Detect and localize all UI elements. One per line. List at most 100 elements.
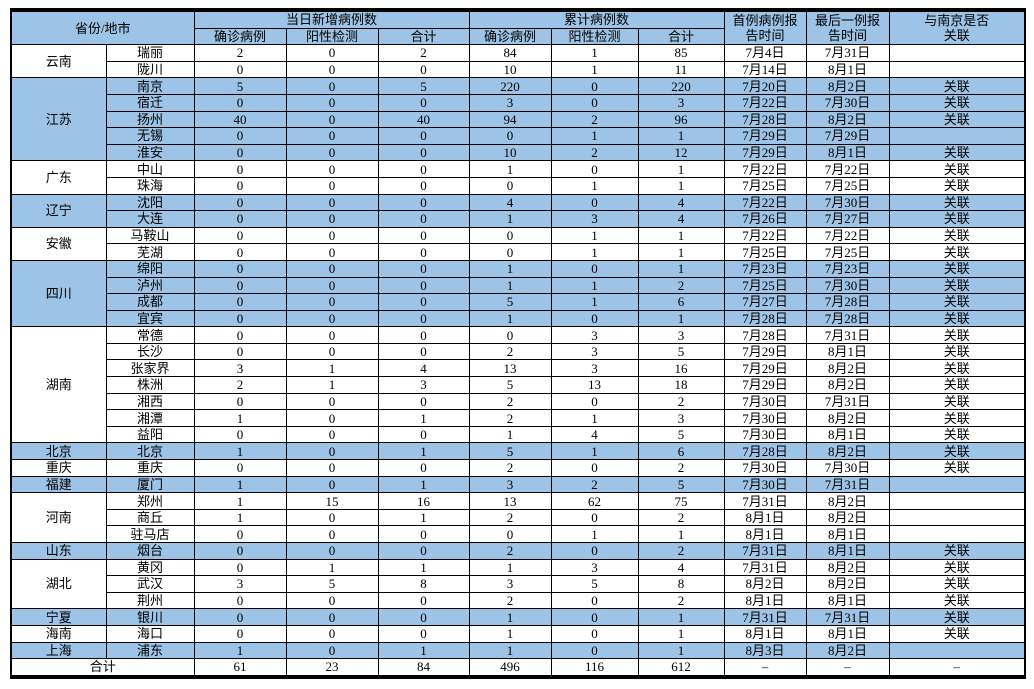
new-total-cell: 0 [377,259,470,278]
cum-confirmed-cell: 3 [468,475,552,494]
cum-positive-cell: 0 [550,392,639,411]
cum-total-cell: 1 [637,127,725,145]
cum-confirmed-cell: 1 [468,425,552,444]
new-positive-cell: 0 [285,624,379,643]
table-row: 湖南 常德 0 0 0 0 3 3 7月28日 7月31日 关联 [10,326,1026,444]
header-province-city: 省份/地市 [10,9,195,46]
cum-total-cell: 2 [637,542,725,560]
nanjing-related-cell: 关联 [888,326,1026,344]
cum-positive-cell: 1 [550,44,639,62]
new-confirmed-cell: 0 [193,342,287,361]
new-confirmed-cell: 0 [193,143,287,162]
table-row: 荆州 0 0 0 2 0 2 8月1日 8月1日 关联 [11,591,1026,610]
nanjing-related-cell [888,127,1026,145]
city-cell: 泸州 [105,276,195,295]
cum-positive-cell: 0 [550,160,639,178]
first-report-cell: 7月31日 [723,608,807,626]
first-report-cell: 7月25日 [723,243,807,261]
new-confirmed-cell: 3 [193,575,287,593]
new-confirmed-cell: 0 [193,392,287,411]
cum-positive-cell: 3 [550,326,639,344]
nanjing-related-cell [888,508,1026,527]
last-report-cell: 8月1日 [805,542,890,560]
header-daily-new-group: 当日新增病例数 [193,9,470,29]
new-positive-cell: 0 [285,60,379,79]
header-cum-confirmed: 确诊病例 [468,27,552,46]
new-positive-cell: 0 [285,641,379,660]
city-cell: 淮安 [105,143,195,162]
new-confirmed-cell: 0 [193,243,287,261]
last-report-cell: 7月31日 [805,475,890,494]
table-row: 广东 中山 0 0 0 1 0 1 7月22日 7月22日 关联 [10,160,1026,195]
new-total-cell: 0 [377,93,470,112]
cum-confirmed-cell: 1 [468,558,552,577]
first-report-cell: 7月30日 [723,409,807,427]
table-row: 湖北 黄冈 0 1 1 1 3 4 7月31日 8月2日 关联 [10,558,1026,610]
cum-positive-cell: 1 [550,176,639,195]
nanjing-related-cell: 关联 [888,591,1026,610]
new-total-cell: 1 [377,558,470,577]
nanjing-related-cell: 关联 [888,409,1026,427]
last-report-cell: 7月22日 [805,160,890,178]
city-cell: 成都 [105,293,195,311]
province-cell: 广东 [10,160,107,195]
cum-total-cell: 4 [637,558,725,577]
cum-confirmed-cell: 94 [468,110,552,129]
province-cell: 湖南 [10,326,107,444]
first-report-cell: 8月3日 [723,641,807,660]
city-cell: 银川 [105,608,195,626]
cum-positive-cell: 1 [550,60,639,79]
last-report-cell: 7月31日 [805,326,890,344]
new-positive-cell: 0 [285,127,379,145]
cum-total-cell: 6 [637,442,725,461]
city-cell: 益阳 [105,425,195,444]
province-cell: 湖北 [10,558,107,610]
nanjing-related-cell: 关联 [888,226,1026,245]
cum-positive-cell: 2 [550,110,639,129]
first-report-cell: 7月22日 [723,93,807,112]
cum-confirmed-cell: 5 [468,293,552,311]
province-cell: 安徽 [10,226,107,261]
cum-confirmed-cell: 1 [468,259,552,278]
last-report-cell: 7月27日 [805,210,890,228]
first-report-cell: 7月20日 [723,77,807,95]
new-confirmed-cell: 0 [193,276,287,295]
header-new-positive: 阳性检测 [285,27,379,46]
nanjing-related-cell [888,44,1026,62]
cum-confirmed-cell: 5 [468,376,552,394]
cum-total-cell: 1 [637,309,725,328]
table-row: 无锡 0 0 0 0 1 1 7月29日 7月29日 [11,127,1026,145]
new-positive-cell: 0 [285,326,379,344]
total-cum-positive-cell: 116 [550,658,639,678]
header-cum-positive: 阳性检测 [550,27,639,46]
new-confirmed-cell: 0 [193,226,287,245]
new-total-cell: 0 [377,342,470,361]
new-total-cell: 0 [377,525,470,543]
new-total-cell: 1 [377,475,470,494]
new-positive-cell: 0 [285,93,379,112]
new-total-cell: 0 [377,459,470,477]
last-report-cell: 7月30日 [805,193,890,212]
new-positive-cell: 0 [285,409,379,427]
city-cell: 沈阳 [105,193,195,212]
cum-positive-cell: 3 [550,558,639,577]
cum-positive-cell: 0 [550,608,639,626]
header-nanjing-related: 与南京是否 关联 [888,9,1026,46]
total-cum-confirmed-cell: 496 [468,658,552,678]
last-report-cell: 7月25日 [805,176,890,195]
first-report-cell: 8月1日 [723,508,807,527]
new-confirmed-cell: 0 [193,558,287,577]
first-report-cell: 7月25日 [723,276,807,295]
cum-confirmed-cell: 2 [468,459,552,477]
new-positive-cell: 0 [285,176,379,195]
first-report-cell: 7月28日 [723,326,807,344]
total-new-positive-cell: 23 [285,658,379,678]
cum-positive-cell: 0 [550,591,639,610]
cum-total-cell: 75 [637,492,725,510]
city-cell: 湘西 [105,392,195,411]
cum-confirmed-cell: 2 [468,392,552,411]
nanjing-related-cell: 关联 [888,293,1026,311]
total-cum-total-cell: 612 [637,658,725,678]
new-confirmed-cell: 0 [193,127,287,145]
total-label-cell: 合计 [10,658,195,678]
